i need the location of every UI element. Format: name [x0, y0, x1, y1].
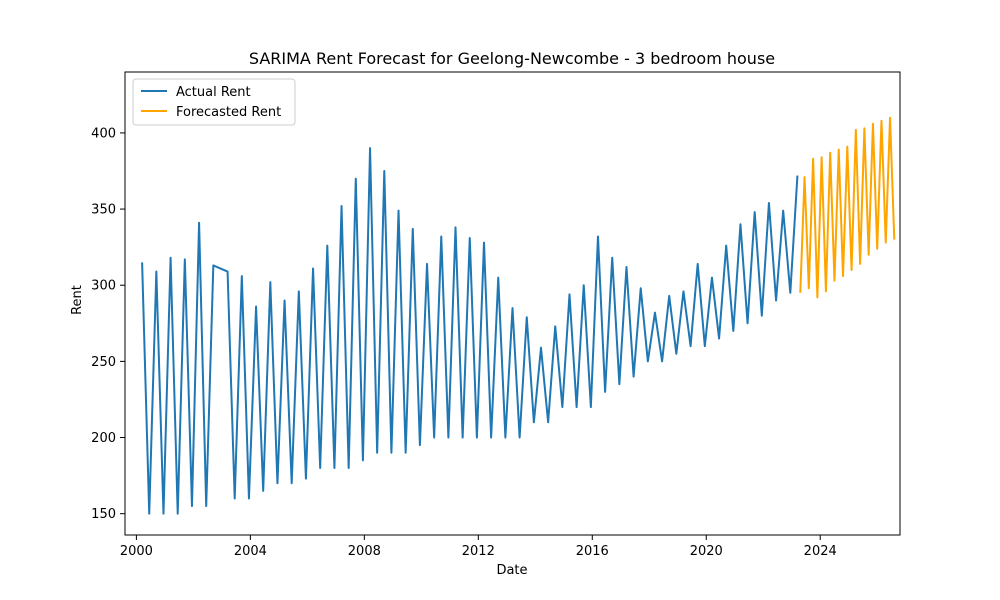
- legend-label: Actual Rent: [176, 85, 251, 100]
- x-tick-label: 2004: [234, 544, 267, 559]
- y-axis-label: Rent: [70, 285, 85, 315]
- plot-frame: [124, 71, 901, 536]
- x-tick-label: 2020: [690, 544, 723, 559]
- y-tick-label: 400: [91, 126, 116, 141]
- y-tick-label: 350: [91, 203, 116, 218]
- legend: Actual Rent Forecasted Rent: [132, 78, 296, 126]
- legend-label: Forecasted Rent: [176, 105, 281, 120]
- y-tick-label: 150: [91, 507, 116, 522]
- chart-title: SARIMA Rent Forecast for Geelong-Newcomb…: [249, 49, 775, 68]
- x-tick-label: 2008: [348, 544, 381, 559]
- y-tick-label: 200: [91, 431, 116, 446]
- series-line-actual-rent: [141, 147, 799, 515]
- axes: 2000 2004 2008 2012 2016 2020 2024 150 200 250 300…: [91, 71, 901, 559]
- x-tick-label: 2024: [804, 544, 837, 559]
- x-tick-label: 2000: [120, 544, 153, 559]
- plot-area: [141, 116, 896, 515]
- series-line-forecasted-rent: [799, 116, 896, 299]
- y-tick-label: 250: [91, 355, 116, 370]
- x-tick-label: 2012: [462, 544, 495, 559]
- x-tick-label: 2016: [576, 544, 609, 559]
- y-tick-label: 300: [91, 279, 116, 294]
- legend-box: [132, 78, 296, 126]
- x-axis-label: Date: [496, 563, 527, 578]
